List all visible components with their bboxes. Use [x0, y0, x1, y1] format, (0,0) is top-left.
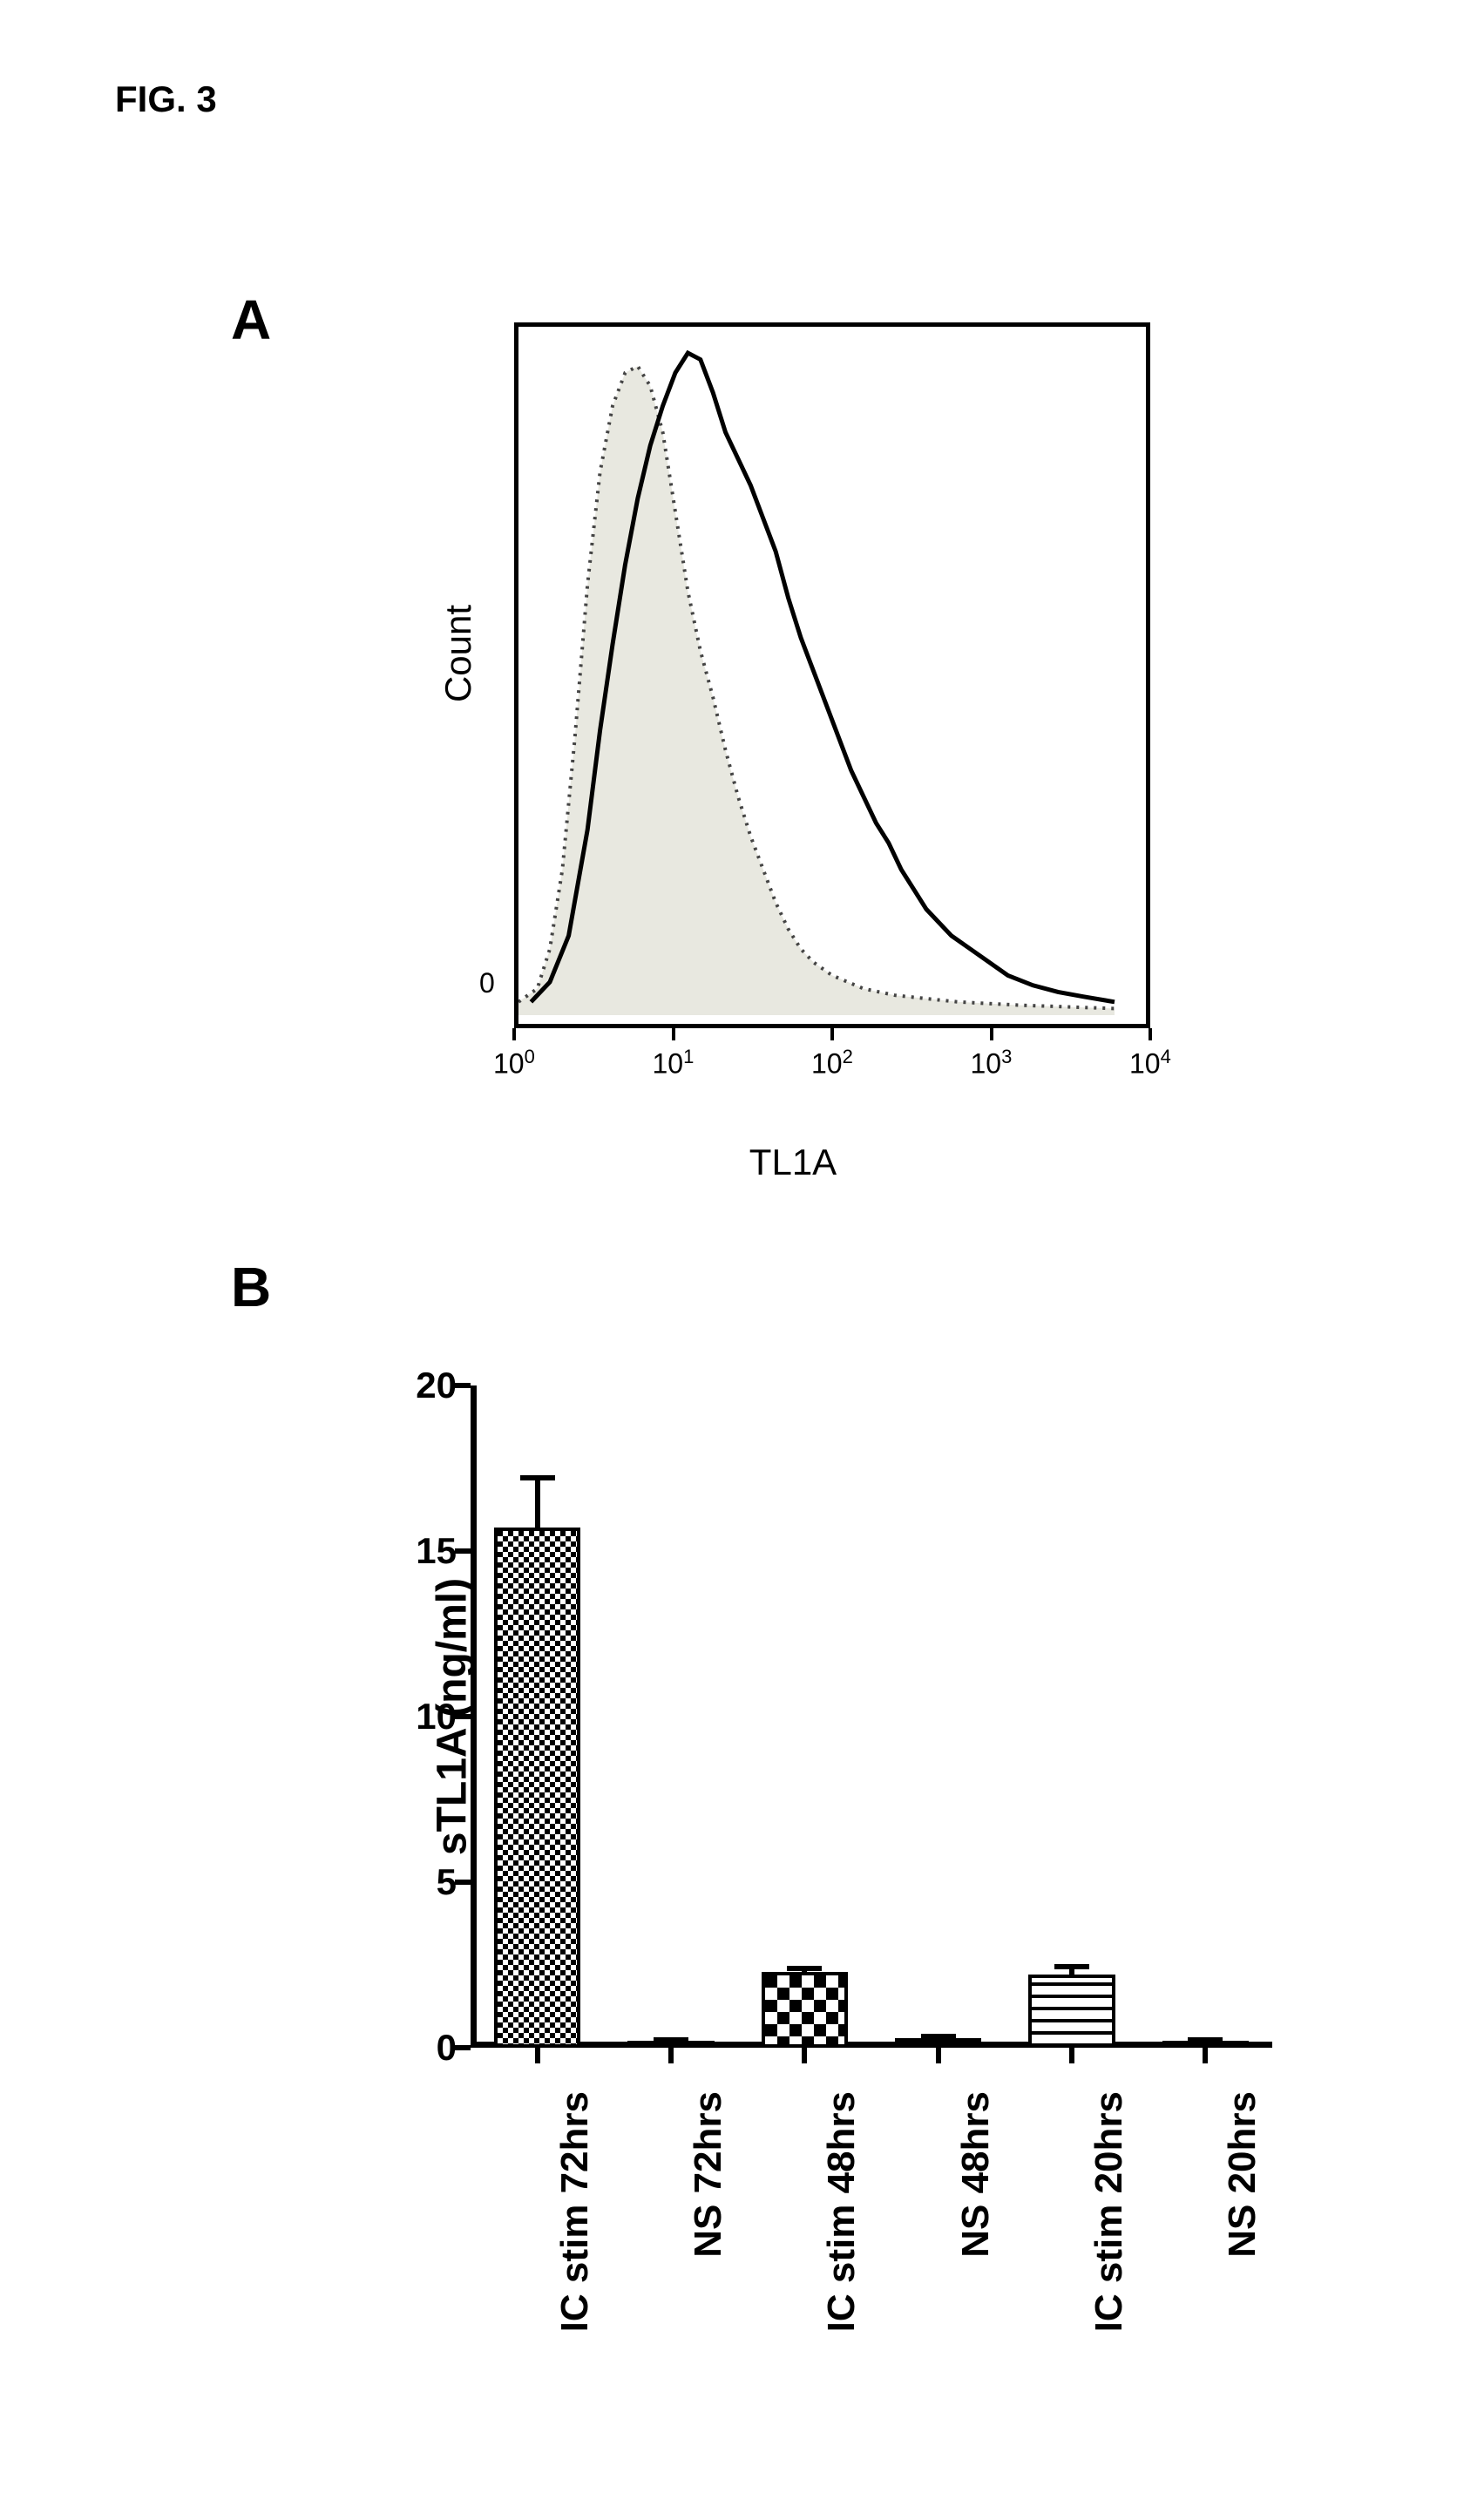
histogram-xtick-mark [990, 1028, 993, 1040]
bar [762, 1972, 849, 2048]
barchart-ytick-label: 20 [411, 1365, 457, 1406]
figure-label: FIG. 3 [115, 78, 217, 120]
histogram-xtick-label: 103 [971, 1046, 1013, 1081]
barchart-xlabel: IC stim 20hrs [1088, 2091, 1131, 2332]
histogram-xtick-label: 101 [653, 1046, 695, 1081]
barchart-ytick-label: 10 [411, 1696, 457, 1738]
barchart-xtick-mark [668, 2048, 674, 2063]
histogram-xtick-label: 100 [493, 1046, 535, 1081]
barchart-ytick-label: 0 [411, 2027, 457, 2069]
histogram-xtick-label: 104 [1129, 1046, 1171, 1081]
panel-b-barchart: sTL1A (ng/ml) 05101520 IC stim 72hrsNS 7… [279, 1368, 1325, 2457]
barchart-ytick-mark [455, 1383, 471, 1388]
histogram-ylabel: Count [437, 605, 479, 702]
bar [895, 2038, 982, 2048]
histogram-svg [518, 327, 1146, 1024]
barchart-ytick-label: 5 [411, 1861, 457, 1903]
error-bar-cap [1054, 1964, 1089, 1969]
barchart-xtick-mark [802, 2048, 807, 2063]
error-bar-cap [921, 2034, 956, 2039]
barchart-y-axis [471, 1385, 477, 2048]
histogram-xtick-label: 102 [811, 1046, 853, 1081]
barchart-xtick-mark [535, 2048, 540, 2063]
barchart-ytick-mark [455, 1880, 471, 1885]
panel-b-label: B [231, 1255, 271, 1319]
histogram-yzero-tick: 0 [479, 967, 495, 999]
histogram-xlabel: TL1A [749, 1141, 837, 1183]
barchart-xlabel: IC stim 72hrs [553, 2091, 597, 2332]
panel-a-label: A [231, 288, 271, 352]
barchart-x-axis [471, 2042, 1272, 2048]
barchart-xlabel: NS 20hrs [1221, 2091, 1264, 2258]
barchart-ytick-mark [455, 2045, 471, 2050]
bar [494, 1528, 581, 2048]
panel-a-histogram: Count 0 TL1A 100 101 102 103 104 [375, 305, 1176, 1220]
histogram-plot-area [514, 322, 1150, 1028]
histogram-xtick-mark [830, 1028, 834, 1040]
barchart-xtick-mark [936, 2048, 941, 2063]
barchart-xlabel: NS 48hrs [954, 2091, 998, 2258]
histogram-xtick-mark [1149, 1028, 1152, 1040]
error-bar-cap [1188, 2037, 1223, 2042]
bar [1028, 1975, 1115, 2048]
barchart-ytick-mark [455, 1548, 471, 1554]
barchart-ytick-label: 15 [411, 1530, 457, 1572]
barchart-xlabel: IC stim 48hrs [820, 2091, 864, 2332]
barchart-xtick-mark [1069, 2048, 1074, 2063]
error-bar-cap [654, 2037, 688, 2042]
barchart-plot-area: 05101520 [471, 1385, 1272, 2048]
histogram-xtick-mark [672, 1028, 675, 1040]
error-bar-vertical [535, 1478, 540, 1528]
barchart-ytick-mark [455, 1714, 471, 1719]
histogram-xtick-mark [512, 1028, 516, 1040]
error-bar-cap [520, 1475, 555, 1480]
barchart-xlabel: NS 72hrs [687, 2091, 730, 2258]
error-bar-cap [787, 1966, 822, 1971]
barchart-xtick-mark [1203, 2048, 1208, 2063]
